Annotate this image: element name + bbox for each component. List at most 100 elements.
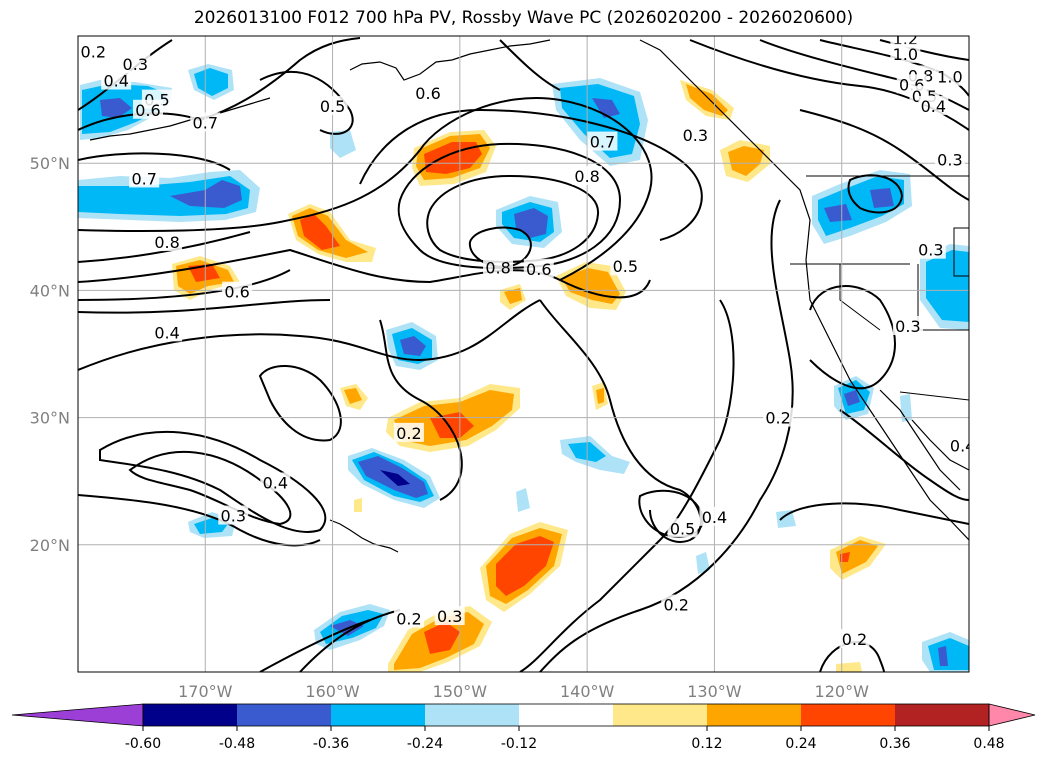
- anomaly-positive: [300, 214, 340, 250]
- pv-contour: [99, 430, 327, 533]
- contour-label-bg: [152, 232, 183, 252]
- contour-label: 0.3: [123, 55, 148, 74]
- contour-label-bg: [260, 472, 291, 492]
- lat-tick-label: 30°N: [30, 409, 70, 428]
- contour-label: 0.2: [81, 42, 106, 61]
- anomaly-positive: [344, 388, 362, 404]
- contour-label-bg: [78, 41, 109, 61]
- contour-label-bg: [434, 606, 465, 626]
- anomaly-negative: [824, 204, 852, 222]
- contour-label-bg: [413, 83, 444, 103]
- anomaly-negative: [938, 646, 948, 666]
- pv-contour: [78, 494, 321, 547]
- anomaly-negative: [380, 470, 410, 486]
- colorbar-segment: [707, 704, 801, 726]
- contour-label: 0.7: [590, 133, 615, 152]
- contour-label: 0.4: [921, 97, 946, 116]
- contour-label: 0.4: [263, 473, 288, 492]
- border-state: [839, 264, 881, 331]
- pv-contour: [397, 142, 622, 270]
- contour-label: 0.7: [131, 169, 156, 188]
- anomaly-positive: [424, 142, 482, 174]
- pv-contour: [259, 70, 354, 135]
- anomaly-negative: [592, 98, 620, 118]
- contour-label-bg: [523, 258, 554, 278]
- colorbar-tick-label: 0.12: [691, 736, 722, 752]
- anomaly-negative: [330, 130, 356, 158]
- pv-contour: [638, 489, 704, 538]
- pv-contour: [819, 641, 885, 672]
- colorbar-frame: [142, 703, 990, 727]
- colorbar-segment: [237, 704, 331, 726]
- contour-label-bg: [680, 125, 711, 145]
- pv-contour: [839, 409, 969, 501]
- pv-contour: [499, 39, 561, 91]
- axis-labels: 170°W 160°W 150°W 140°W 130°W 120°W 20°N 30°N 40…: [30, 154, 869, 701]
- colorbar-segment: [425, 704, 519, 726]
- anomaly-positive: [424, 622, 460, 654]
- lat-tick-label: 50°N: [30, 154, 70, 173]
- colorbar: -0.60 -0.48 -0.36 -0.24 -0.12 0.12 0.24 0.36 0.4…: [11, 703, 1036, 752]
- anomaly-positive: [836, 662, 862, 672]
- contour-label-bg: [763, 407, 794, 427]
- pv-contour: [78, 97, 653, 281]
- contour-label-bg: [934, 66, 965, 86]
- contour-label: 0.3: [937, 150, 962, 169]
- anomaly-negative: [928, 638, 969, 670]
- anomaly-negative: [776, 510, 796, 528]
- anomaly-negative: [844, 390, 860, 406]
- contour-label: 0.5: [670, 519, 695, 538]
- coastline-hawaii: [329, 519, 399, 553]
- pv-contour: [468, 226, 532, 268]
- contour-label-bg: [222, 281, 253, 301]
- anomaly-negative: [194, 68, 228, 96]
- contour-label-bg: [120, 53, 151, 73]
- colorbar-segment: [143, 704, 237, 726]
- anomaly-negative: [400, 336, 426, 356]
- contour-label-bg: [317, 95, 348, 115]
- colorbar-segment: [519, 704, 613, 726]
- contour-label-bg: [915, 239, 946, 259]
- contour-label: 0.2: [765, 409, 790, 428]
- contour-label-bg: [190, 112, 221, 132]
- pv-contour: [539, 199, 794, 672]
- border-us-mexico: [899, 391, 969, 401]
- contour-label: 0.2: [842, 630, 867, 649]
- contour-label: 0.8: [485, 259, 510, 278]
- anomaly-positive: [562, 268, 620, 304]
- contour-label: 0.5: [320, 97, 345, 116]
- pv-contour: [779, 502, 969, 525]
- lon-tick-label: 120°W: [815, 682, 870, 701]
- contour-label: 1.0: [893, 45, 918, 64]
- border-state: [953, 227, 969, 277]
- contour-label-bg: [133, 99, 164, 119]
- colorbar-tick-label: 0.48: [973, 736, 1004, 752]
- pv-contour: [799, 109, 969, 201]
- contour-label-bg: [610, 256, 641, 276]
- anomaly-positive: [496, 536, 554, 596]
- contour-label-bg: [587, 131, 618, 151]
- pv-contour: [78, 299, 541, 371]
- anomaly-negative: [560, 84, 640, 158]
- pv-contour: [128, 450, 292, 526]
- colorbar-tick-label: -0.36: [313, 736, 349, 752]
- lat-tick-label: 20°N: [30, 536, 70, 555]
- anomaly-positive: [596, 388, 604, 404]
- contour-label-bg: [393, 422, 424, 442]
- anomaly-positive: [430, 412, 474, 438]
- political-borders: [790, 175, 969, 401]
- anomaly-positive: [354, 498, 362, 512]
- contour-label: 0.3: [895, 317, 920, 336]
- contour-label-bg: [661, 594, 692, 614]
- coastline-aleutians: [89, 97, 271, 141]
- lon-tick-label: 140°W: [560, 682, 615, 701]
- anomaly-positive: [728, 146, 764, 176]
- lon-tick-label: 150°W: [433, 682, 488, 701]
- anomaly-negative: [170, 180, 242, 208]
- contour-label: 0.7: [193, 113, 218, 132]
- colorbar-under-extension: [11, 703, 144, 727]
- pv-contour: [78, 299, 331, 314]
- contour-label: 0.3: [221, 507, 246, 526]
- contour-label: 0.3: [437, 607, 462, 626]
